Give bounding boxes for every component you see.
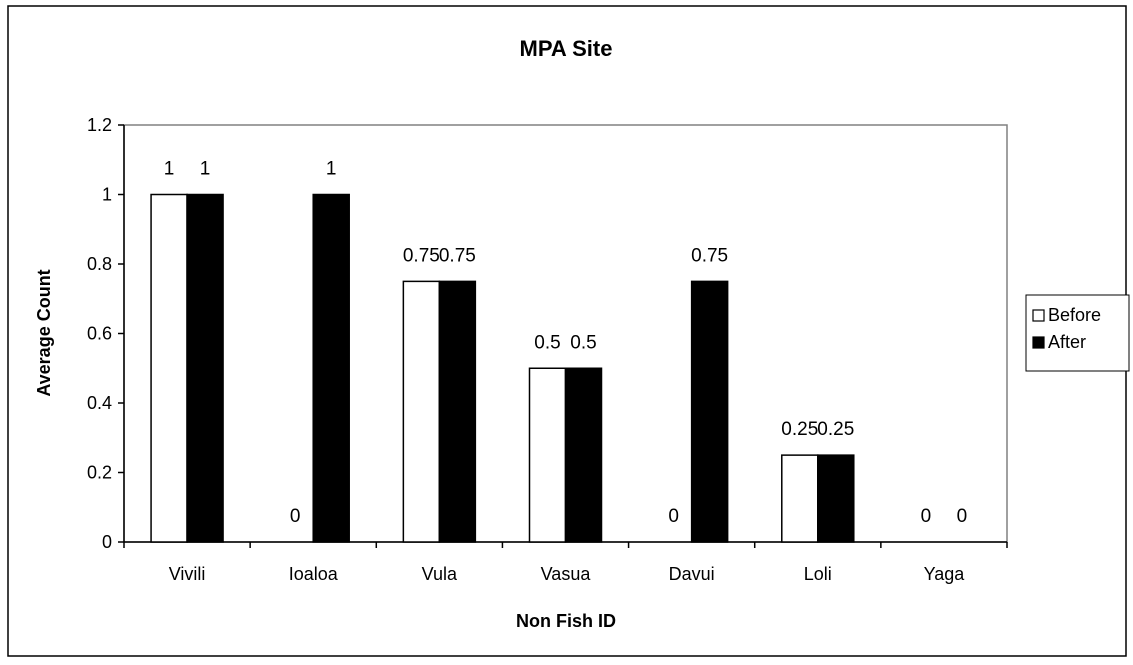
data-label-after: 0.75 <box>691 245 728 266</box>
x-tick-label: Davui <box>669 564 715 584</box>
bar-after <box>438 280 477 543</box>
x-axis-title: Non Fish ID <box>516 611 616 631</box>
bar-after <box>817 454 855 543</box>
bar-before <box>402 280 441 543</box>
bar-after <box>690 280 729 543</box>
data-label-before: 0.5 <box>534 332 560 353</box>
bar-after <box>312 193 350 543</box>
data-label-after: 0.25 <box>817 419 854 440</box>
bar-after <box>186 193 224 543</box>
data-label-after: 0.75 <box>439 245 476 266</box>
legend: Before After <box>1025 294 1130 372</box>
data-label-before: 0 <box>921 506 932 527</box>
legend-swatch-before <box>1032 309 1045 322</box>
chart-title: MPA Site <box>520 36 613 61</box>
bar-after <box>564 367 603 543</box>
data-label-before: 0.75 <box>403 245 440 266</box>
bars <box>150 193 855 543</box>
data-label-after: 0.5 <box>570 332 596 353</box>
x-tick-label: Vivili <box>169 564 206 584</box>
y-tick-label: 1 <box>102 185 112 205</box>
y-tick-label: 0.8 <box>87 254 112 274</box>
bar-before <box>150 193 188 543</box>
y-tick-label: 0.4 <box>87 393 112 413</box>
legend-swatch-after <box>1032 336 1045 349</box>
legend-box <box>1025 294 1130 372</box>
y-tick-label: 0.2 <box>87 463 112 483</box>
y-tick-label: 1.2 <box>87 115 112 135</box>
y-tick-label: 0.6 <box>87 324 112 344</box>
data-label-before: 0 <box>290 506 301 527</box>
data-label-after: 0 <box>957 506 968 527</box>
data-label-before: 1 <box>164 159 175 180</box>
x-tick-label: Yaga <box>924 564 966 584</box>
x-tick-label: Loli <box>804 564 832 584</box>
bar-before <box>781 454 819 543</box>
data-label-after: 1 <box>200 159 211 180</box>
data-label-after: 1 <box>326 159 337 180</box>
y-axis-title: Average Count <box>34 269 54 396</box>
bar-before <box>528 367 567 543</box>
x-tick-label: Ioaloa <box>289 564 339 584</box>
legend-label-before: Before <box>1048 305 1101 325</box>
y-tick-label: 0 <box>102 532 112 552</box>
y-ticks: 0 0.2 0.4 0.6 0.8 1 1.2 <box>87 115 124 552</box>
data-labels: 1 0 0.75 0.5 0 0.25 0 1 1 0.75 0.5 0.75 0.25 0 <box>164 159 967 528</box>
legend-label-after: After <box>1048 332 1086 352</box>
x-tick-label: Vasua <box>541 564 592 584</box>
x-ticks: Vivili Ioaloa Vula Vasua Davui Loli Yaga <box>123 542 1008 584</box>
data-label-before: 0 <box>668 506 679 527</box>
x-tick-label: Vula <box>422 564 458 584</box>
data-label-before: 0.25 <box>781 419 818 440</box>
